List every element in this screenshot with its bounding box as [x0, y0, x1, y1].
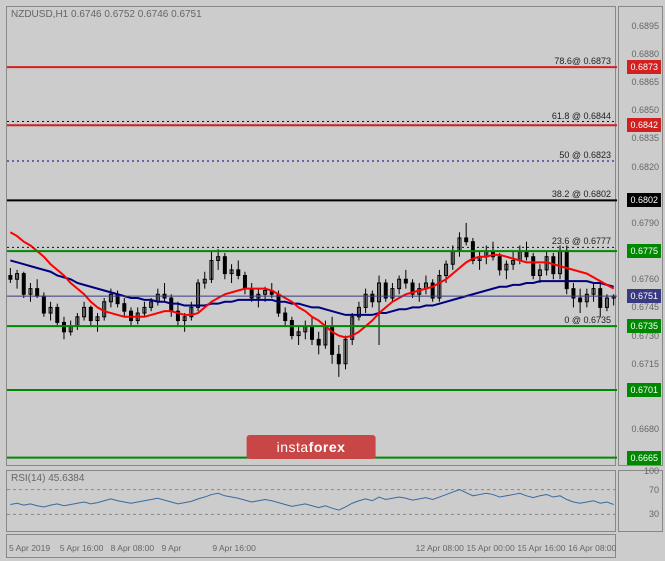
price-tick: 0.6680: [631, 424, 659, 434]
price-chart-svg: [7, 7, 617, 467]
price-tick: 0.6715: [631, 359, 659, 369]
price-badge: 0.6665: [627, 451, 661, 465]
price-tick: 0.6895: [631, 21, 659, 31]
time-tick: 5 Apr 2019: [9, 543, 50, 553]
price-badge: 0.6842: [627, 118, 661, 132]
price-tick: 0.6760: [631, 274, 659, 284]
time-tick: 8 Apr 08:00: [111, 543, 154, 553]
price-tick: 0.6835: [631, 133, 659, 143]
price-tick: 0.6865: [631, 77, 659, 87]
fib-label: 38.2 @ 0.6802: [552, 189, 611, 199]
time-tick: 5 Apr 16:00: [60, 543, 103, 553]
fib-label: 0 @ 0.6735: [564, 315, 611, 325]
fib-label: 23.6 @ 0.6777: [552, 236, 611, 246]
price-tick: 0.6820: [631, 162, 659, 172]
price-axis: 0.66650.66800.67000.67150.67300.67450.67…: [618, 6, 663, 466]
rsi-panel[interactable]: RSI(14) 45.6384: [6, 470, 616, 532]
price-tick: 0.6790: [631, 218, 659, 228]
time-tick: 15 Apr 00:00: [467, 543, 515, 553]
time-tick: 15 Apr 16:00: [517, 543, 565, 553]
fib-label: 78.6@ 0.6873: [554, 56, 611, 66]
chart-container: NZDUSD,H1 0.6746 0.6752 0.6746 0.6751 in…: [0, 0, 665, 561]
time-axis: 5 Apr 2019 5 Apr 16:00 8 Apr 08:00 9 Apr 9 A…: [6, 534, 616, 558]
rsi-tick: 70: [649, 485, 659, 495]
price-tick: 0.6880: [631, 49, 659, 59]
main-price-panel[interactable]: NZDUSD,H1 0.6746 0.6752 0.6746 0.6751 in…: [6, 6, 616, 466]
price-badge: 0.6775: [627, 244, 661, 258]
time-tick: 16 Apr 08:00: [568, 543, 616, 553]
price-badge: 0.6873: [627, 60, 661, 74]
fib-label: 50 @ 0.6823: [559, 150, 611, 160]
price-tick: 0.6745: [631, 302, 659, 312]
rsi-axis: 3070100: [618, 470, 663, 532]
rsi-tick: 100: [644, 466, 659, 476]
rsi-chart-svg: [7, 471, 617, 533]
rsi-tick: 30: [649, 509, 659, 519]
price-badge: 0.6701: [627, 383, 661, 397]
price-badge: 0.6802: [627, 193, 661, 207]
time-tick: 9 Apr 16:00: [212, 543, 255, 553]
watermark: instaforex: [247, 435, 376, 459]
watermark-light: insta: [277, 439, 309, 455]
price-badge: 0.6751: [627, 289, 661, 303]
fib-label: 61.8 @ 0.6844: [552, 111, 611, 121]
time-tick: 9 Apr: [162, 543, 182, 553]
price-tick: 0.6850: [631, 105, 659, 115]
watermark-bold: forex: [309, 439, 346, 455]
time-tick: 12 Apr 08:00: [416, 543, 464, 553]
price-badge: 0.6735: [627, 319, 661, 333]
